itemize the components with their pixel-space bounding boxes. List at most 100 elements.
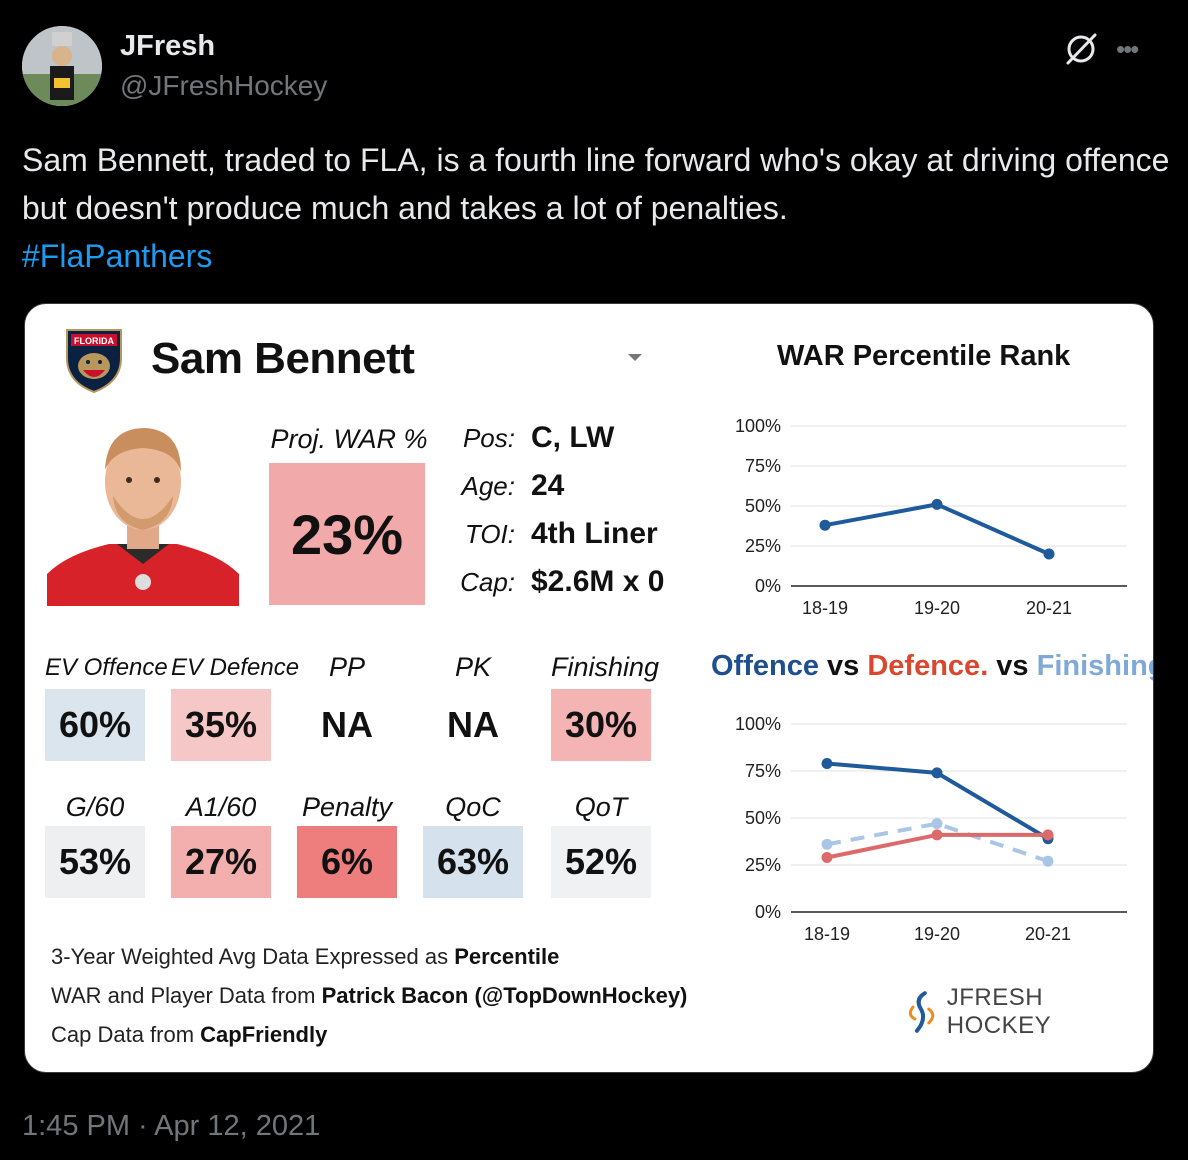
player-name: Sam Bennett [151, 334, 415, 383]
x-tick-label: 19-20 [914, 598, 960, 618]
y-tick-label: 100% [735, 714, 781, 734]
stat-box-pk: NA [423, 689, 523, 761]
info-value: C, LW [531, 421, 615, 454]
stat-label-g60: G/60 [65, 792, 125, 822]
stat-label-ev-defence: EV Defence [171, 654, 300, 681]
stat-label-pk: PK [454, 652, 492, 682]
tweet-body: Sam Bennett, traded to FLA, is a fourth … [22, 142, 1170, 226]
data-point [1042, 855, 1054, 867]
data-point [931, 767, 943, 779]
info-row-toi: TOI: 4th Liner [443, 512, 658, 556]
y-tick-label: 50% [745, 808, 781, 828]
jfresh-logo-icon [908, 991, 935, 1033]
footnote-text: 3-Year Weighted Avg Data Expressed as [51, 944, 455, 969]
logo-text: FLORIDA [74, 336, 114, 346]
data-point [931, 498, 943, 510]
footnote-3: Cap Data from CapFriendly [51, 1022, 327, 1048]
war-percentile-chart: 100% 75% 50% 25% 0% 18-19 19-20 20-21 [735, 416, 1127, 618]
avatar[interactable] [22, 26, 102, 106]
info-value: 4th Liner [531, 517, 658, 550]
data-point [1043, 548, 1055, 560]
y-tick-label: 25% [745, 536, 781, 556]
proj-war-label: Proj. WAR % [270, 424, 428, 454]
footnote-2: WAR and Player Data from Patrick Bacon (… [51, 983, 687, 1009]
user-handle[interactable]: @JFreshHockey [120, 70, 328, 101]
stat-box-pp: NA [297, 689, 397, 761]
stat-label-ev-offence: EV Offence [45, 654, 168, 681]
info-label: Age: [461, 470, 516, 501]
title-part-vs: vs [818, 650, 868, 682]
stat-box-finishing: 30% [551, 689, 651, 761]
stat-box-a160: 27% [171, 826, 271, 898]
stat-box-qoc: 63% [423, 826, 523, 898]
series-line [826, 821, 1049, 864]
x-tick-label: 20-21 [1026, 598, 1072, 618]
footnote-bold: CapFriendly [200, 1022, 328, 1047]
tweet-media-image[interactable]: FLORIDA Sam Bennett Proj. WAR % 23% Pos:… [24, 303, 1154, 1073]
y-tick-label: 75% [745, 761, 781, 781]
data-point [821, 757, 833, 769]
info-label: Pos: [462, 422, 515, 453]
title-part-finishing: Finishing [1036, 650, 1154, 682]
title-part-defence: Defence. [867, 650, 989, 682]
x-tick-label: 18-19 [802, 598, 848, 618]
jfresh-hockey-brand: JFRESH HOCKEY [905, 984, 1153, 1040]
series-line [824, 502, 1050, 556]
stat-box-qot: 52% [551, 826, 651, 898]
x-tick-label: 18-19 [804, 924, 850, 944]
ovdf-chart-title: Offence vs Defence. vs Finishing [711, 650, 1154, 683]
y-tick-label: 100% [735, 416, 781, 436]
footnote-bold: Percentile [454, 944, 560, 969]
panthers-logo: FLORIDA [66, 329, 122, 394]
title-part-offence: Offence [711, 650, 819, 682]
more-options-icon[interactable]: ••• [1116, 34, 1139, 64]
stat-label-pp: PP [328, 652, 366, 682]
footnote-text: Cap Data from [51, 1022, 201, 1047]
tweet-header: JFresh @JFreshHockey ••• [22, 26, 1172, 108]
stat-box-g60: 53% [45, 826, 145, 898]
data-point [931, 829, 943, 841]
stat-label-qot: QoT [574, 792, 628, 822]
y-tick-label: 25% [745, 855, 781, 875]
display-name[interactable]: JFresh [120, 30, 216, 62]
info-row-age: Age: 24 [443, 464, 565, 508]
data-point [931, 818, 943, 830]
stat-box-ev-defence: 35% [171, 689, 271, 761]
grok-icon[interactable] [1062, 30, 1100, 68]
y-tick-label: 75% [745, 456, 781, 476]
brand-text: JFRESH HOCKEY [946, 984, 1052, 1039]
info-value: 24 [531, 469, 565, 502]
footnote-1: 3-Year Weighted Avg Data Expressed as Pe… [51, 944, 559, 970]
tweet-timestamp[interactable]: 1:45 PM · Apr 12, 2021 [22, 1110, 321, 1142]
avatar-image [22, 26, 102, 106]
dropdown-caret-icon[interactable] [625, 350, 645, 364]
info-value: $2.6M x 0 [531, 565, 665, 598]
stat-box-ev-offence: 60% [45, 689, 145, 761]
stat-box-penalty: 6% [297, 826, 397, 898]
tweet-text: Sam Bennett, traded to FLA, is a fourth … [22, 136, 1172, 280]
proj-war-value: 23% [269, 463, 425, 605]
player-headshot [47, 414, 239, 606]
title-part-vs: vs [988, 650, 1037, 682]
x-tick-label: 19-20 [914, 924, 960, 944]
data-point [819, 519, 831, 531]
hashtag-link[interactable]: #FlaPanthers [22, 238, 213, 274]
data-point [821, 838, 833, 850]
stat-label-qoc: QoC [445, 792, 501, 822]
info-row-cap: Cap: $2.6M x 0 [443, 560, 664, 604]
footnote-bold: Patrick Bacon (@TopDownHockey) [321, 983, 688, 1008]
y-tick-label: 50% [745, 496, 781, 516]
x-tick-label: 20-21 [1025, 924, 1071, 944]
footnote-text: WAR and Player Data from [51, 983, 322, 1008]
y-tick-label: 0% [755, 576, 781, 596]
offence-defence-finishing-chart: 100% 75% 50% 25% 0% 18-19 19-20 20-21 [735, 714, 1127, 944]
stat-label-a160: A1/60 [185, 792, 257, 822]
info-label: Cap: [460, 566, 515, 597]
stat-label-penalty: Penalty [301, 792, 393, 822]
stat-label-finishing: Finishing [551, 652, 660, 682]
info-label: TOI: [464, 518, 515, 549]
war-chart-title: WAR Percentile Rank [777, 340, 1071, 372]
data-point [1042, 829, 1054, 841]
info-row-pos: Pos: C, LW [443, 416, 614, 460]
data-point [821, 851, 833, 863]
